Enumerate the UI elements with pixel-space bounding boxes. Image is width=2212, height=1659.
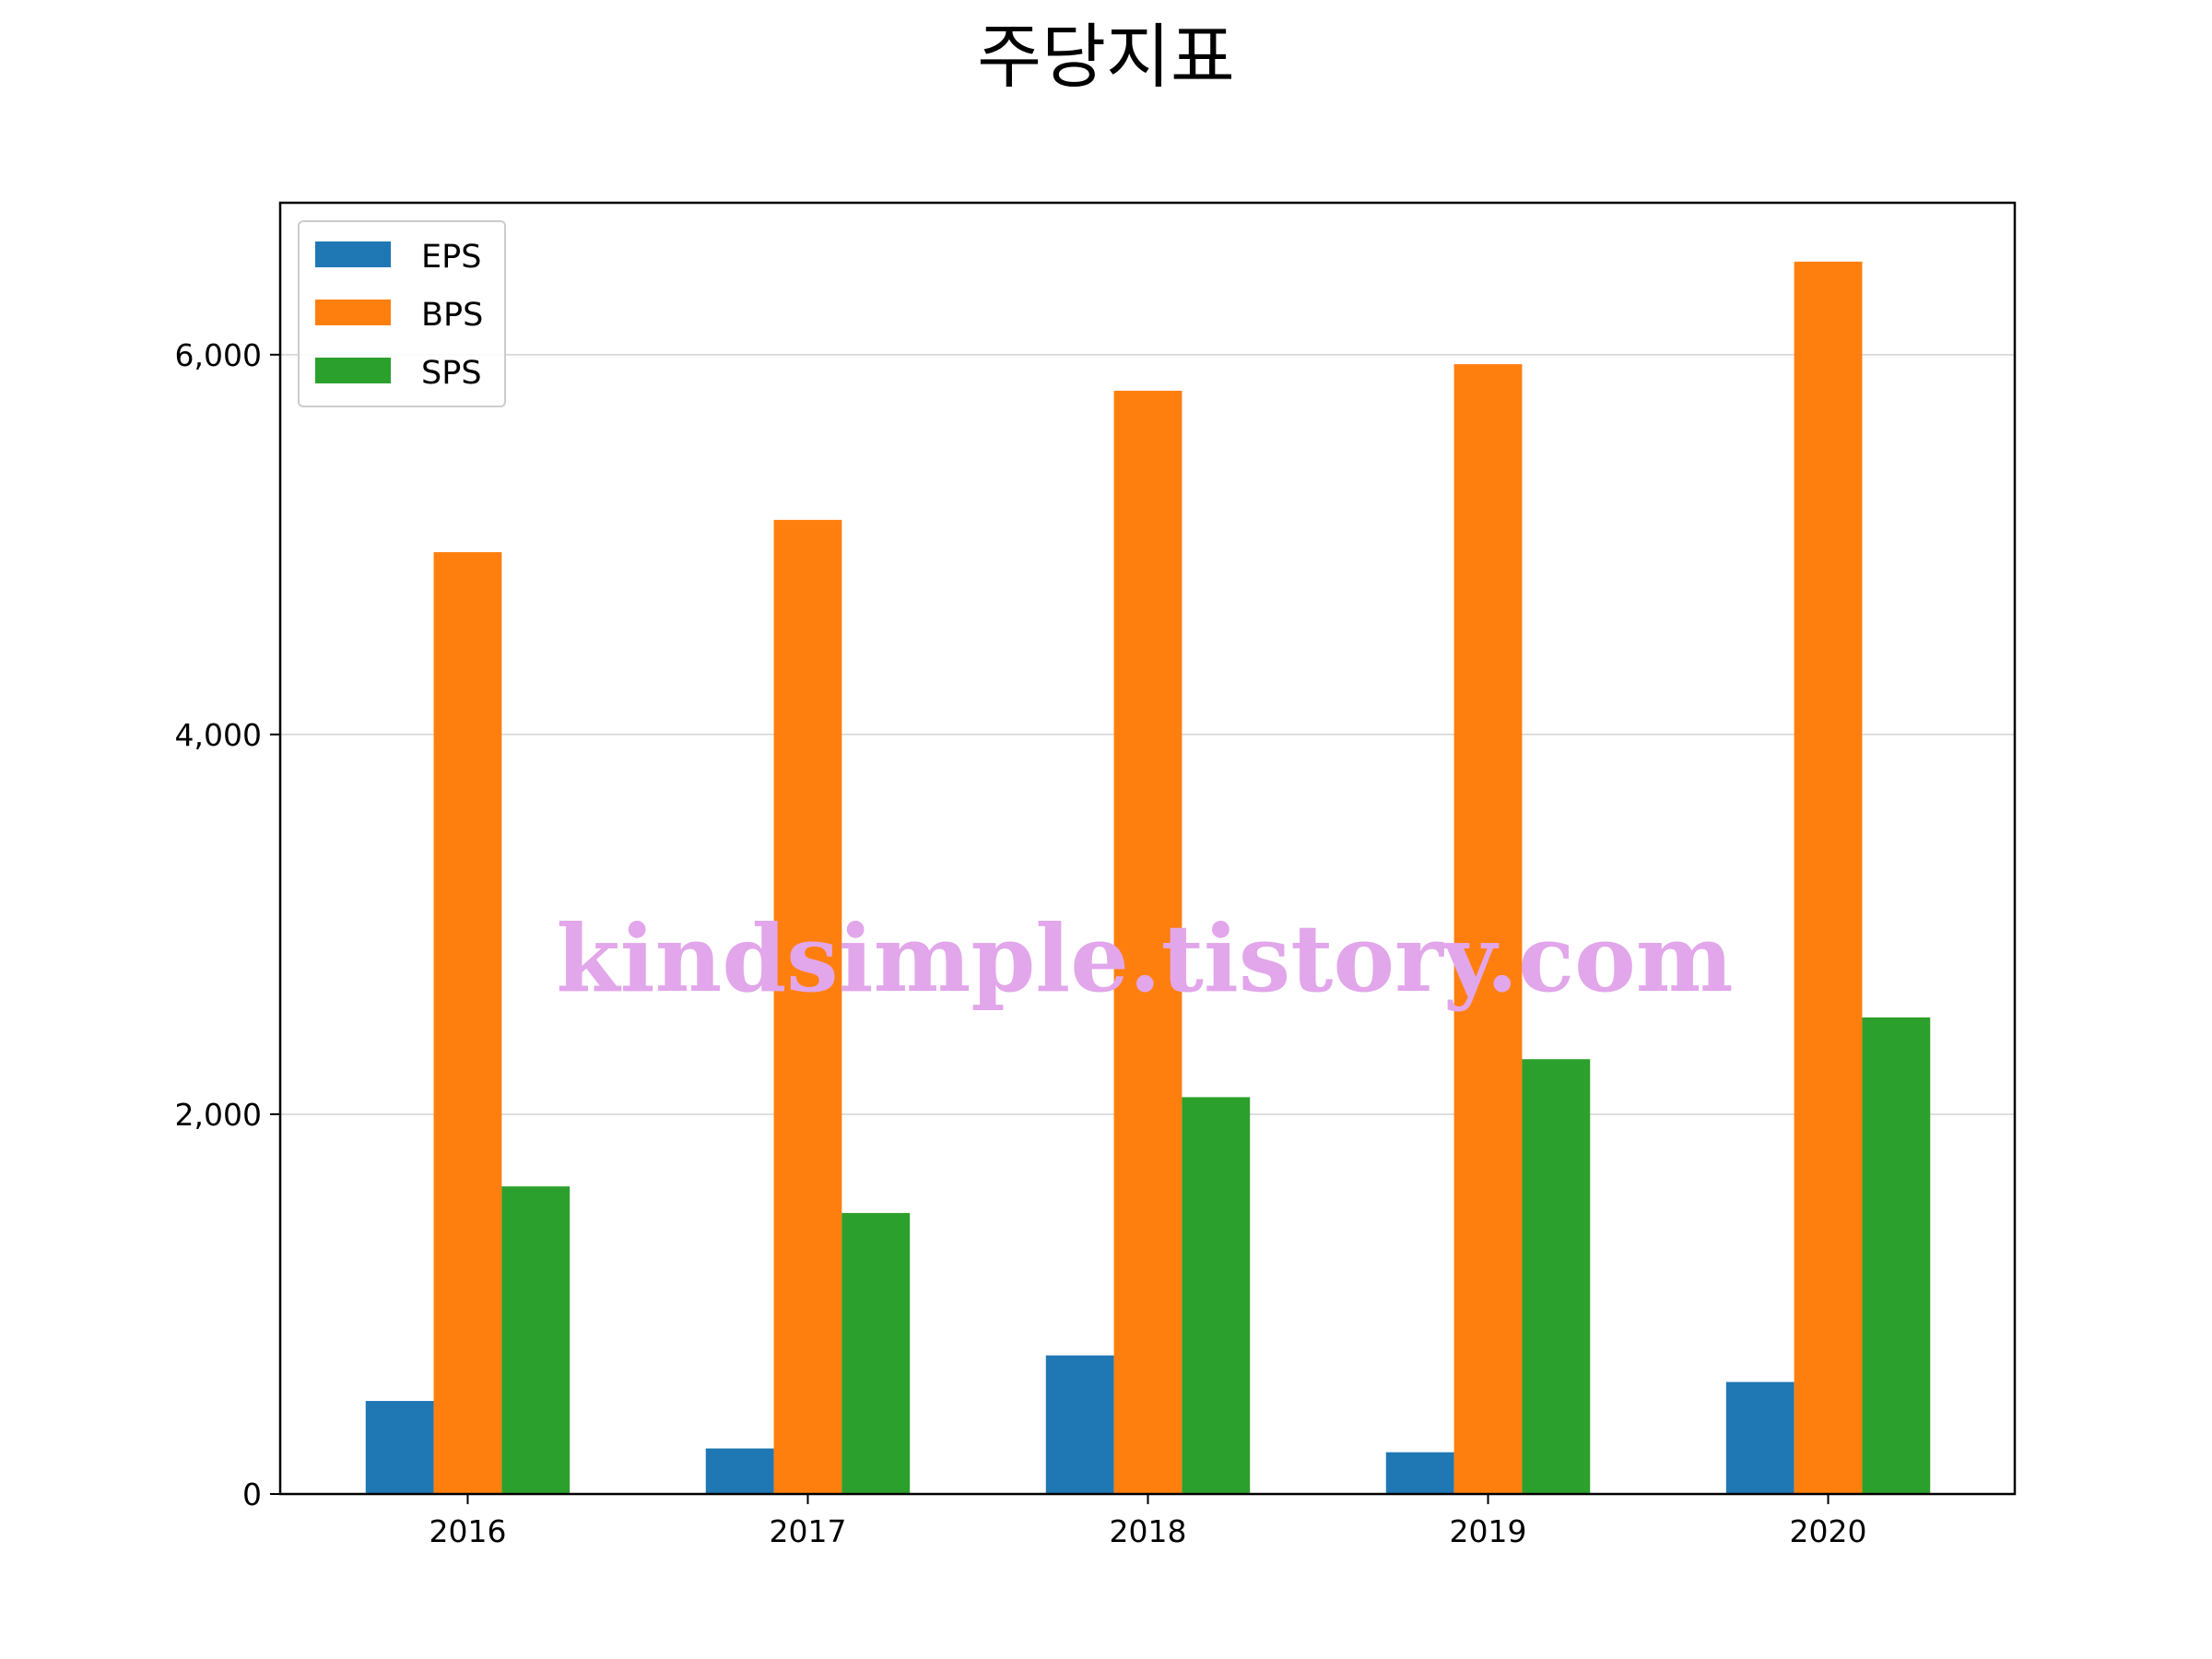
bar-bps-2020: [1794, 261, 1863, 1494]
legend-label-eps: EPS: [421, 239, 481, 276]
bar-bps-2018: [1113, 390, 1182, 1494]
bar-bps-2016: [433, 552, 502, 1494]
bar-sps-2017: [841, 1213, 911, 1494]
bar-eps-2019: [1385, 1452, 1454, 1494]
y-tick-label: 2,000: [175, 1097, 262, 1133]
bar-eps-2017: [705, 1448, 774, 1494]
bar-bps-2017: [773, 520, 842, 1494]
legend-swatch-bps: [315, 300, 391, 325]
x-tick-label: 2017: [769, 1513, 846, 1549]
y-tick-label: 4,000: [175, 717, 262, 753]
legend-swatch-eps: [315, 241, 391, 267]
watermark-text: kindsimple.tistory.com: [556, 904, 1733, 1013]
x-tick-label: 2018: [1110, 1513, 1187, 1549]
x-tick-label: 2019: [1450, 1513, 1527, 1549]
bar-eps-2020: [1725, 1382, 1794, 1494]
bar-sps-2018: [1182, 1097, 1251, 1494]
y-tick-label: 0: [242, 1477, 262, 1512]
x-tick-label: 2016: [429, 1513, 506, 1549]
y-tick-label: 6,000: [175, 337, 262, 373]
bar-bps-2019: [1453, 364, 1523, 1494]
tick-labels: 0 2,000 4,000 6,000 2016 2017 2018 2019 2020: [175, 337, 1867, 1549]
legend: EPS BPS SPS: [298, 220, 506, 407]
x-tick-label: 2020: [1790, 1513, 1867, 1549]
bar-eps-2016: [365, 1401, 434, 1494]
bars: [365, 261, 1931, 1494]
bar-sps-2019: [1522, 1059, 1591, 1494]
bar-sps-2016: [501, 1186, 571, 1494]
legend-label-bps: BPS: [421, 297, 483, 334]
bar-eps-2018: [1045, 1355, 1114, 1494]
legend-swatch-sps: [315, 358, 391, 383]
legend-label-sps: SPS: [421, 355, 482, 392]
chart-title: 주당지표: [977, 16, 1235, 98]
bar-sps-2020: [1862, 1017, 1931, 1494]
